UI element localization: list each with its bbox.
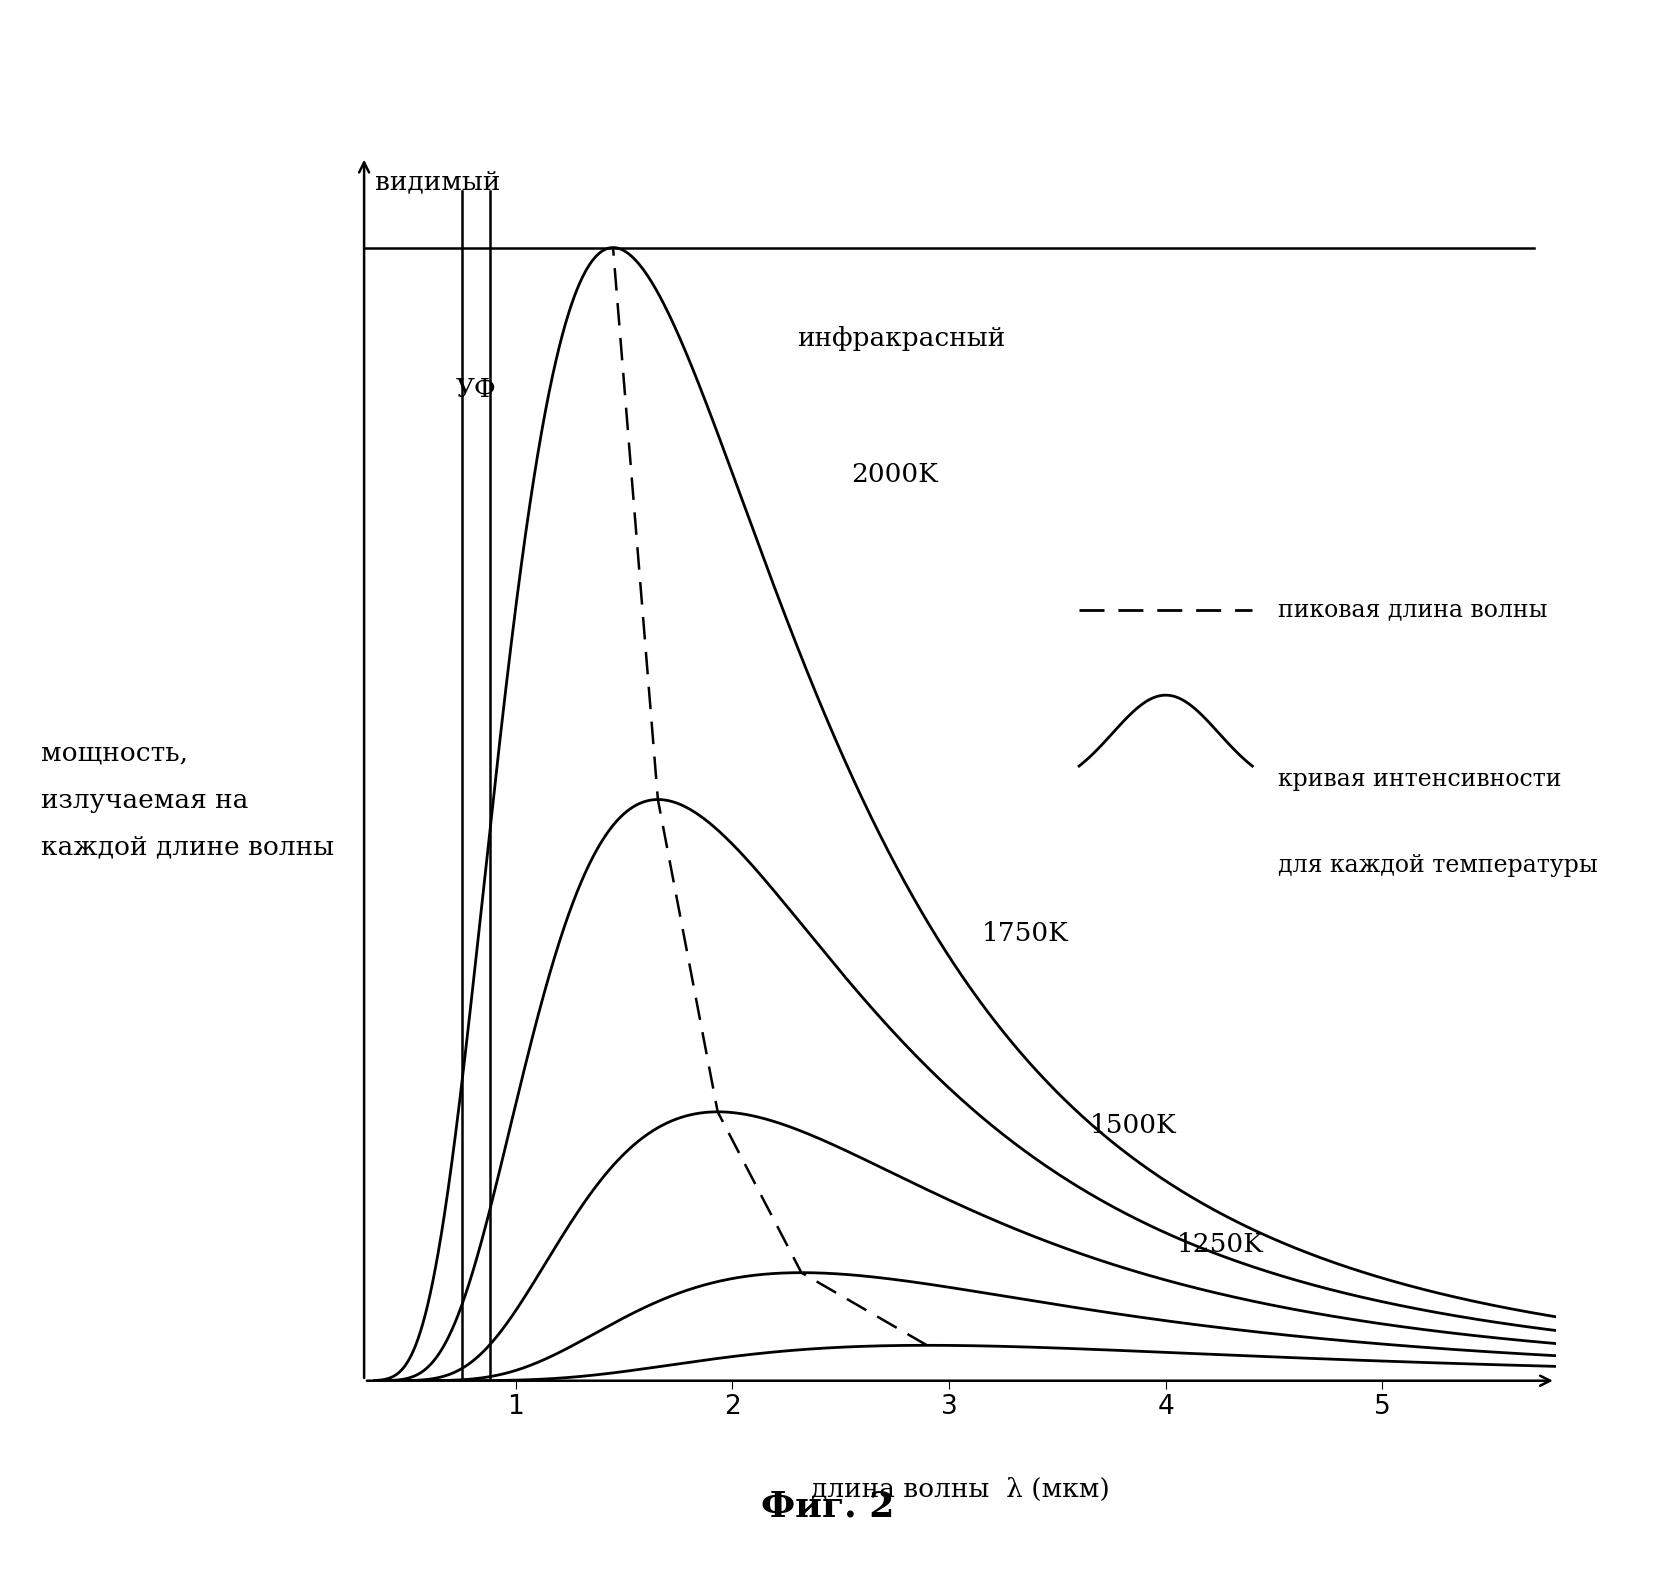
Text: 1250K: 1250K: [1177, 1232, 1263, 1257]
Text: пиковая длина волны: пиковая длина волны: [1278, 599, 1547, 621]
Text: 1750K: 1750K: [981, 921, 1069, 946]
Text: длина волны  λ (мкм): длина волны λ (мкм): [811, 1476, 1109, 1502]
Text: 2000K: 2000K: [852, 461, 938, 486]
Text: 1500K: 1500K: [1091, 1114, 1177, 1138]
Text: кривая интенсивности: кривая интенсивности: [1278, 769, 1562, 791]
Text: каждой длине волны: каждой длине волны: [41, 835, 334, 860]
Text: мощность,: мощность,: [41, 741, 189, 766]
Text: видимый: видимый: [376, 169, 500, 195]
Text: Фиг. 2: Фиг. 2: [761, 1489, 894, 1523]
Text: инфракрасный: инфракрасный: [798, 326, 1006, 351]
Text: УФ: УФ: [455, 377, 496, 402]
Text: излучаемая на: излучаемая на: [41, 788, 248, 813]
Text: для каждой температуры: для каждой температуры: [1278, 854, 1599, 877]
